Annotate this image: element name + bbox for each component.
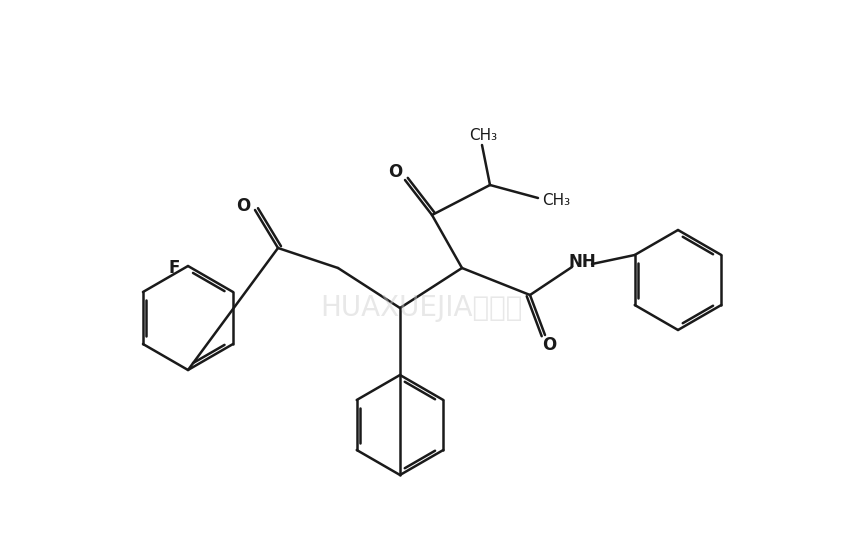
Text: CH₃: CH₃: [542, 193, 570, 208]
Text: O: O: [388, 163, 402, 181]
Text: HUAXUEJIA化学加: HUAXUEJIA化学加: [320, 294, 522, 322]
Text: O: O: [542, 336, 556, 354]
Text: CH₃: CH₃: [469, 128, 497, 142]
Text: O: O: [236, 197, 250, 215]
Text: F: F: [168, 259, 179, 277]
Text: NH: NH: [568, 253, 596, 271]
